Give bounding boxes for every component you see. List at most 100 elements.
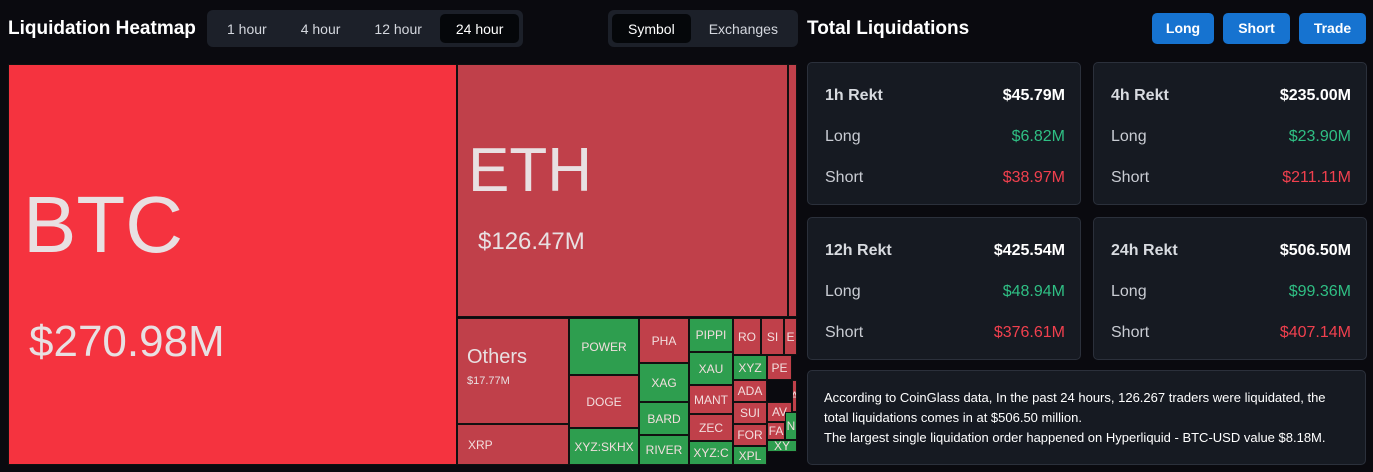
view-tabs: Symbol Exchanges <box>608 10 798 47</box>
tile[interactable]: FOR <box>733 424 767 446</box>
tile-label: PE <box>771 360 788 375</box>
card: 24h Rekt $506.50M Long $99.36M Short $407.14M <box>1093 217 1367 360</box>
tile[interactable]: BTC $270.98M <box>8 64 457 465</box>
tile[interactable]: XAU <box>689 352 733 385</box>
tile[interactable]: MANT <box>689 385 733 414</box>
tile[interactable]: BARD <box>639 402 689 435</box>
note-text: The largest single liquidation order hap… <box>824 430 1326 445</box>
tile-label: Others <box>467 346 528 368</box>
row-value: $48.94M <box>1002 283 1065 300</box>
row-value: $376.61M <box>993 324 1065 341</box>
tile-label: RIVER <box>645 443 683 457</box>
tile-label: XAU <box>698 361 724 376</box>
tile-label: ZEC <box>699 420 723 435</box>
tile[interactable] <box>788 64 797 317</box>
tile[interactable]: RIVER <box>639 435 689 465</box>
tile[interactable]: PIPPI <box>689 318 733 352</box>
card-total: $506.50M <box>1279 242 1351 259</box>
card-header: 4h Rekt $235.00M <box>1111 87 1351 105</box>
tile-label: A <box>793 389 796 403</box>
time-tab[interactable]: 12 hour <box>374 21 422 37</box>
tile-label: XRP <box>468 437 493 452</box>
time-tab[interactable]: 1 hour <box>227 21 267 37</box>
tile[interactable]: XAG <box>639 363 689 402</box>
row-label: Long <box>825 128 861 145</box>
tile-value: $126.47M <box>478 228 585 255</box>
button[interactable]: Short <box>1223 13 1290 44</box>
card-header: 12h Rekt $425.54M <box>825 242 1065 260</box>
tile[interactable]: ZEC <box>689 414 733 441</box>
view-tab[interactable]: Exchanges <box>708 21 778 37</box>
time-tabs: 1 hour 4 hour 12 hour 24 hour <box>207 10 524 47</box>
tile-label: E <box>786 329 795 344</box>
tile-label: AV <box>771 405 788 419</box>
card-row: Short $211.11M <box>1111 169 1351 187</box>
tile-label: PIPPI <box>695 328 727 342</box>
card-header: 24h Rekt $506.50M <box>1111 242 1351 260</box>
card-title: 4h Rekt <box>1111 87 1169 104</box>
card-total: $235.00M <box>1279 87 1351 104</box>
tile-label: ADA <box>737 384 763 398</box>
tile[interactable]: SI <box>761 318 784 355</box>
tile[interactable]: PHA <box>639 318 689 363</box>
time-tab[interactable]: 4 hour <box>300 21 341 37</box>
tile[interactable]: XRP <box>457 424 569 465</box>
tile[interactable]: E <box>784 318 797 355</box>
tile-label: XPL <box>738 448 762 463</box>
tile[interactable]: DOGE <box>569 375 639 428</box>
card-title: 24h Rekt <box>1111 242 1178 259</box>
row-label: Short <box>825 324 864 341</box>
tile[interactable]: RO <box>733 318 761 355</box>
card-title: 1h Rekt <box>825 87 883 104</box>
tile[interactable]: POWER <box>569 318 639 375</box>
tile-label: PHA <box>651 333 677 348</box>
view-tab[interactable]: Symbol <box>612 14 691 43</box>
note-box: According to CoinGlass data, In the past… <box>807 370 1366 465</box>
tile[interactable]: FA <box>767 422 785 440</box>
tile-value: $270.98M <box>29 317 225 366</box>
time-tab[interactable]: 24 hour <box>439 14 520 43</box>
button[interactable]: Trade <box>1299 13 1366 44</box>
tile[interactable]: Others $17.77M <box>457 318 569 424</box>
tile-value: $17.77M <box>467 375 510 387</box>
tile[interactable]: N <box>785 412 797 440</box>
tile[interactable]: XYZ:C <box>689 441 733 465</box>
card-row: Long $6.82M <box>825 128 1065 146</box>
tile-label: SI <box>766 329 779 344</box>
tile[interactable]: XYZ <box>733 355 767 380</box>
card-header: 1h Rekt $45.79M <box>825 87 1065 105</box>
row-value: $38.97M <box>1002 169 1065 186</box>
row-label: Short <box>825 169 864 186</box>
summary-title: Total Liquidations <box>807 18 970 39</box>
button[interactable]: Long <box>1152 13 1214 44</box>
card-title: 12h Rekt <box>825 242 892 259</box>
row-label: Long <box>825 283 861 300</box>
card-row: Long $48.94M <box>825 283 1065 301</box>
tile-label: XYZ:C <box>693 446 729 460</box>
tile-label: BTC <box>23 180 183 269</box>
card-row: Short $376.61M <box>825 324 1065 342</box>
row-value: $6.82M <box>1011 128 1065 145</box>
tile[interactable]: ADA <box>733 380 767 402</box>
row-value: $211.11M <box>1282 169 1351 186</box>
tile-label: FOR <box>737 428 763 442</box>
row-value: $407.14M <box>1279 324 1351 341</box>
tile[interactable]: XY <box>767 440 797 452</box>
card-row: Short $38.97M <box>825 169 1065 187</box>
tile[interactable]: ETH $126.47M <box>457 64 788 317</box>
card: 1h Rekt $45.79M Long $6.82M Short $38.97M <box>807 62 1081 205</box>
tile[interactable]: PE <box>767 355 792 380</box>
tile[interactable]: XYZ:SKHX <box>569 428 639 465</box>
tile-label: ETH <box>468 136 592 205</box>
tile[interactable]: SUI <box>733 402 767 424</box>
tile[interactable]: XPL <box>733 446 767 465</box>
card: 12h Rekt $425.54M Long $48.94M Short $376.61M <box>807 217 1081 360</box>
card-row: Short $407.14M <box>1111 324 1351 342</box>
tile-label: POWER <box>581 339 627 354</box>
tile-label: XYZ <box>738 360 762 375</box>
card-row: Long $23.90M <box>1111 128 1351 146</box>
tile-label: XAG <box>651 375 677 390</box>
tile-label: FA <box>768 424 784 438</box>
tile[interactable]: A <box>792 380 797 412</box>
